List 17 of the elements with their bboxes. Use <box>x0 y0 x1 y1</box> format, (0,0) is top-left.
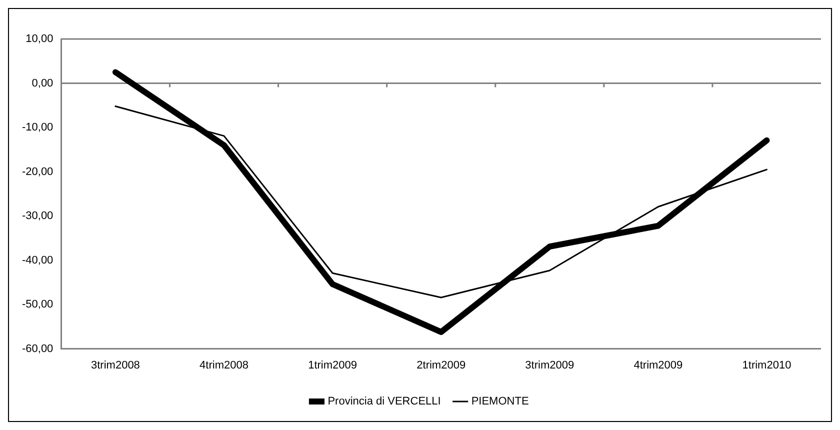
legend-label: Provincia di VERCELLI <box>328 396 441 408</box>
y-tick-label: 0,00 <box>32 77 54 90</box>
y-tick-label: -50,00 <box>22 298 54 311</box>
y-tick-label: -30,00 <box>22 210 54 222</box>
x-tick-label: 3trim2009 <box>525 359 574 372</box>
legend-label: PIEMONTE <box>471 396 529 408</box>
x-tick-label: 4trim2008 <box>200 359 248 372</box>
y-tick-label: -60,00 <box>22 342 54 355</box>
x-tick-label: 1trim2009 <box>308 359 358 372</box>
x-tick-label: 3trim2008 <box>91 359 140 372</box>
y-tick-label: -10,00 <box>22 122 54 134</box>
x-tick-label: 4trim2009 <box>634 359 683 372</box>
x-tick-label: 1trim2010 <box>742 359 792 372</box>
y-tick-label: -20,00 <box>22 166 54 178</box>
y-tick-label: 10,00 <box>26 33 54 46</box>
x-tick-label: 2trim2009 <box>416 359 466 372</box>
y-tick-label: -40,00 <box>22 254 54 266</box>
